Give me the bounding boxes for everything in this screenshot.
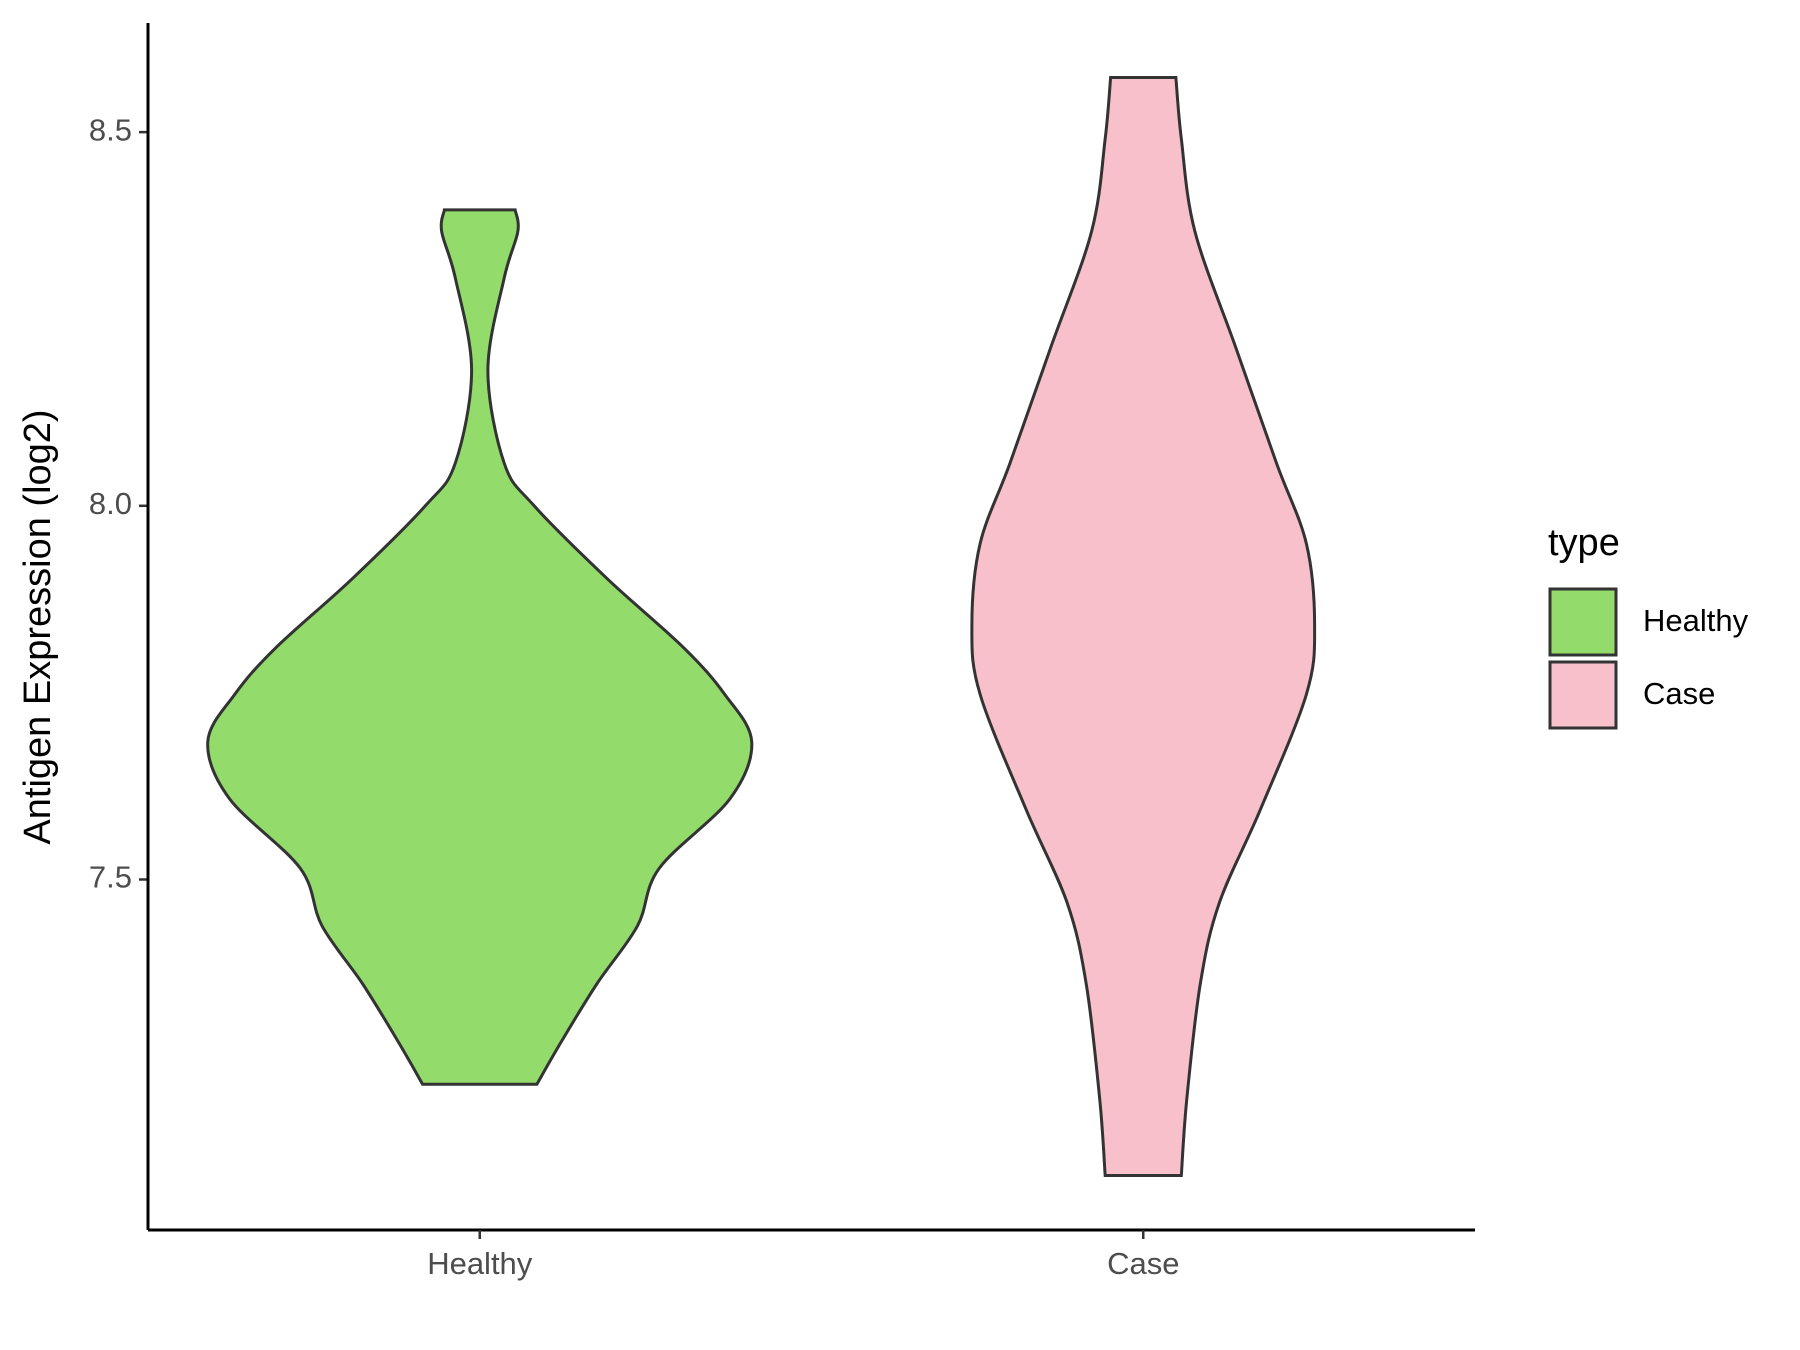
x-tick-label: Healthy	[427, 1246, 533, 1281]
legend-label: Case	[1643, 676, 1715, 711]
x-tick-label: Case	[1107, 1246, 1179, 1281]
legend-key	[1548, 587, 1618, 657]
y-tick-label: 8.0	[89, 486, 132, 521]
violin	[206, 208, 754, 1086]
legend-title: type	[1548, 522, 1620, 564]
y-axis-title: Antigen Expression (log2)	[17, 409, 59, 844]
y-tick-label: 7.5	[89, 860, 132, 895]
y-tick-label: 8.5	[89, 112, 132, 147]
violin	[970, 76, 1317, 1177]
legend-label: Healthy	[1643, 603, 1749, 638]
legend-key	[1548, 660, 1618, 730]
